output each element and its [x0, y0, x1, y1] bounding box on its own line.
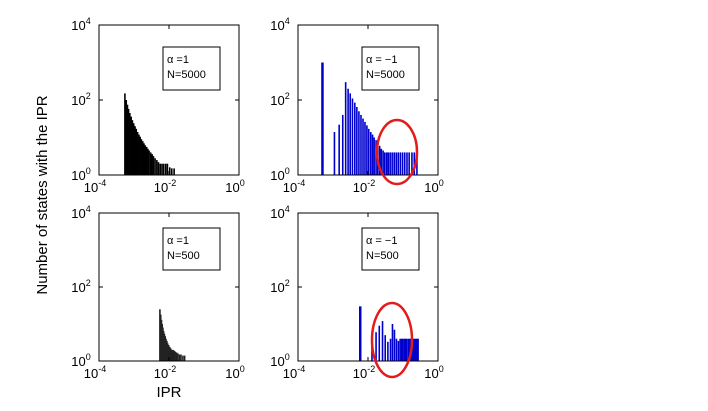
legend-box	[361, 227, 420, 271]
x-tick-label: 10-4	[84, 364, 106, 381]
x-tick-label: 10-2	[154, 364, 176, 381]
y-tick-label: 100	[270, 166, 289, 183]
x-tick-label: 10-2	[154, 178, 176, 195]
y-tick-label: 104	[71, 204, 90, 221]
x-tick-label: 100	[225, 364, 244, 381]
y-tick-label: 102	[270, 278, 289, 295]
highlight-circle	[375, 118, 419, 186]
x-tick-label: 100	[225, 178, 244, 195]
legend-entry: α =1	[167, 235, 189, 247]
y-tick-label: 102	[71, 91, 90, 108]
figure-xlabel: IPR	[156, 384, 181, 401]
legend-entry: α = −1	[366, 54, 397, 66]
y-tick-label: 102	[270, 91, 289, 108]
y-tick-label: 104	[71, 16, 90, 33]
legend-entry: N=5000	[366, 69, 405, 81]
subplot-3: 10-4 10-2 100 100 102 104 α =1 N=500	[71, 204, 244, 381]
figure-ylabel: Number of states with the IPR	[34, 95, 51, 294]
y-tick-label: 100	[270, 352, 289, 369]
subplot-4: 10-4 10-2 100 100 102 104 α = −1 N=500	[270, 204, 443, 381]
legend-entry: α =1	[167, 54, 189, 66]
subplot-1: 10-4 10-2 100 100 102 104 α =1 N=5000	[71, 16, 244, 195]
x-tick-label: 100	[424, 178, 443, 195]
y-tick-label: 100	[71, 166, 90, 183]
y-tick-label: 100	[71, 352, 90, 369]
x-tick-label: 10-4	[84, 178, 106, 195]
subplot-2: 10-4 10-2 100 100 102 104 α = −1 N=5000	[270, 16, 443, 195]
legend-entry: N=500	[366, 250, 399, 262]
x-tick-label: 100	[424, 364, 443, 381]
y-tick-label: 102	[71, 278, 90, 295]
legend-box	[162, 227, 221, 271]
x-tick-label: 10-2	[353, 364, 375, 381]
legend-entry: N=5000	[167, 69, 206, 81]
x-tick-label: 10-2	[353, 178, 375, 195]
legend-entry: α = −1	[366, 235, 397, 247]
legend-box	[361, 46, 420, 91]
x-tick-label: 10-4	[283, 364, 305, 381]
legend-entry: N=500	[167, 250, 200, 262]
legend-box	[162, 46, 221, 91]
y-tick-label: 104	[270, 16, 289, 33]
x-tick-label: 10-4	[283, 178, 305, 195]
y-tick-label: 104	[270, 204, 289, 221]
highlight-circle	[370, 301, 414, 379]
